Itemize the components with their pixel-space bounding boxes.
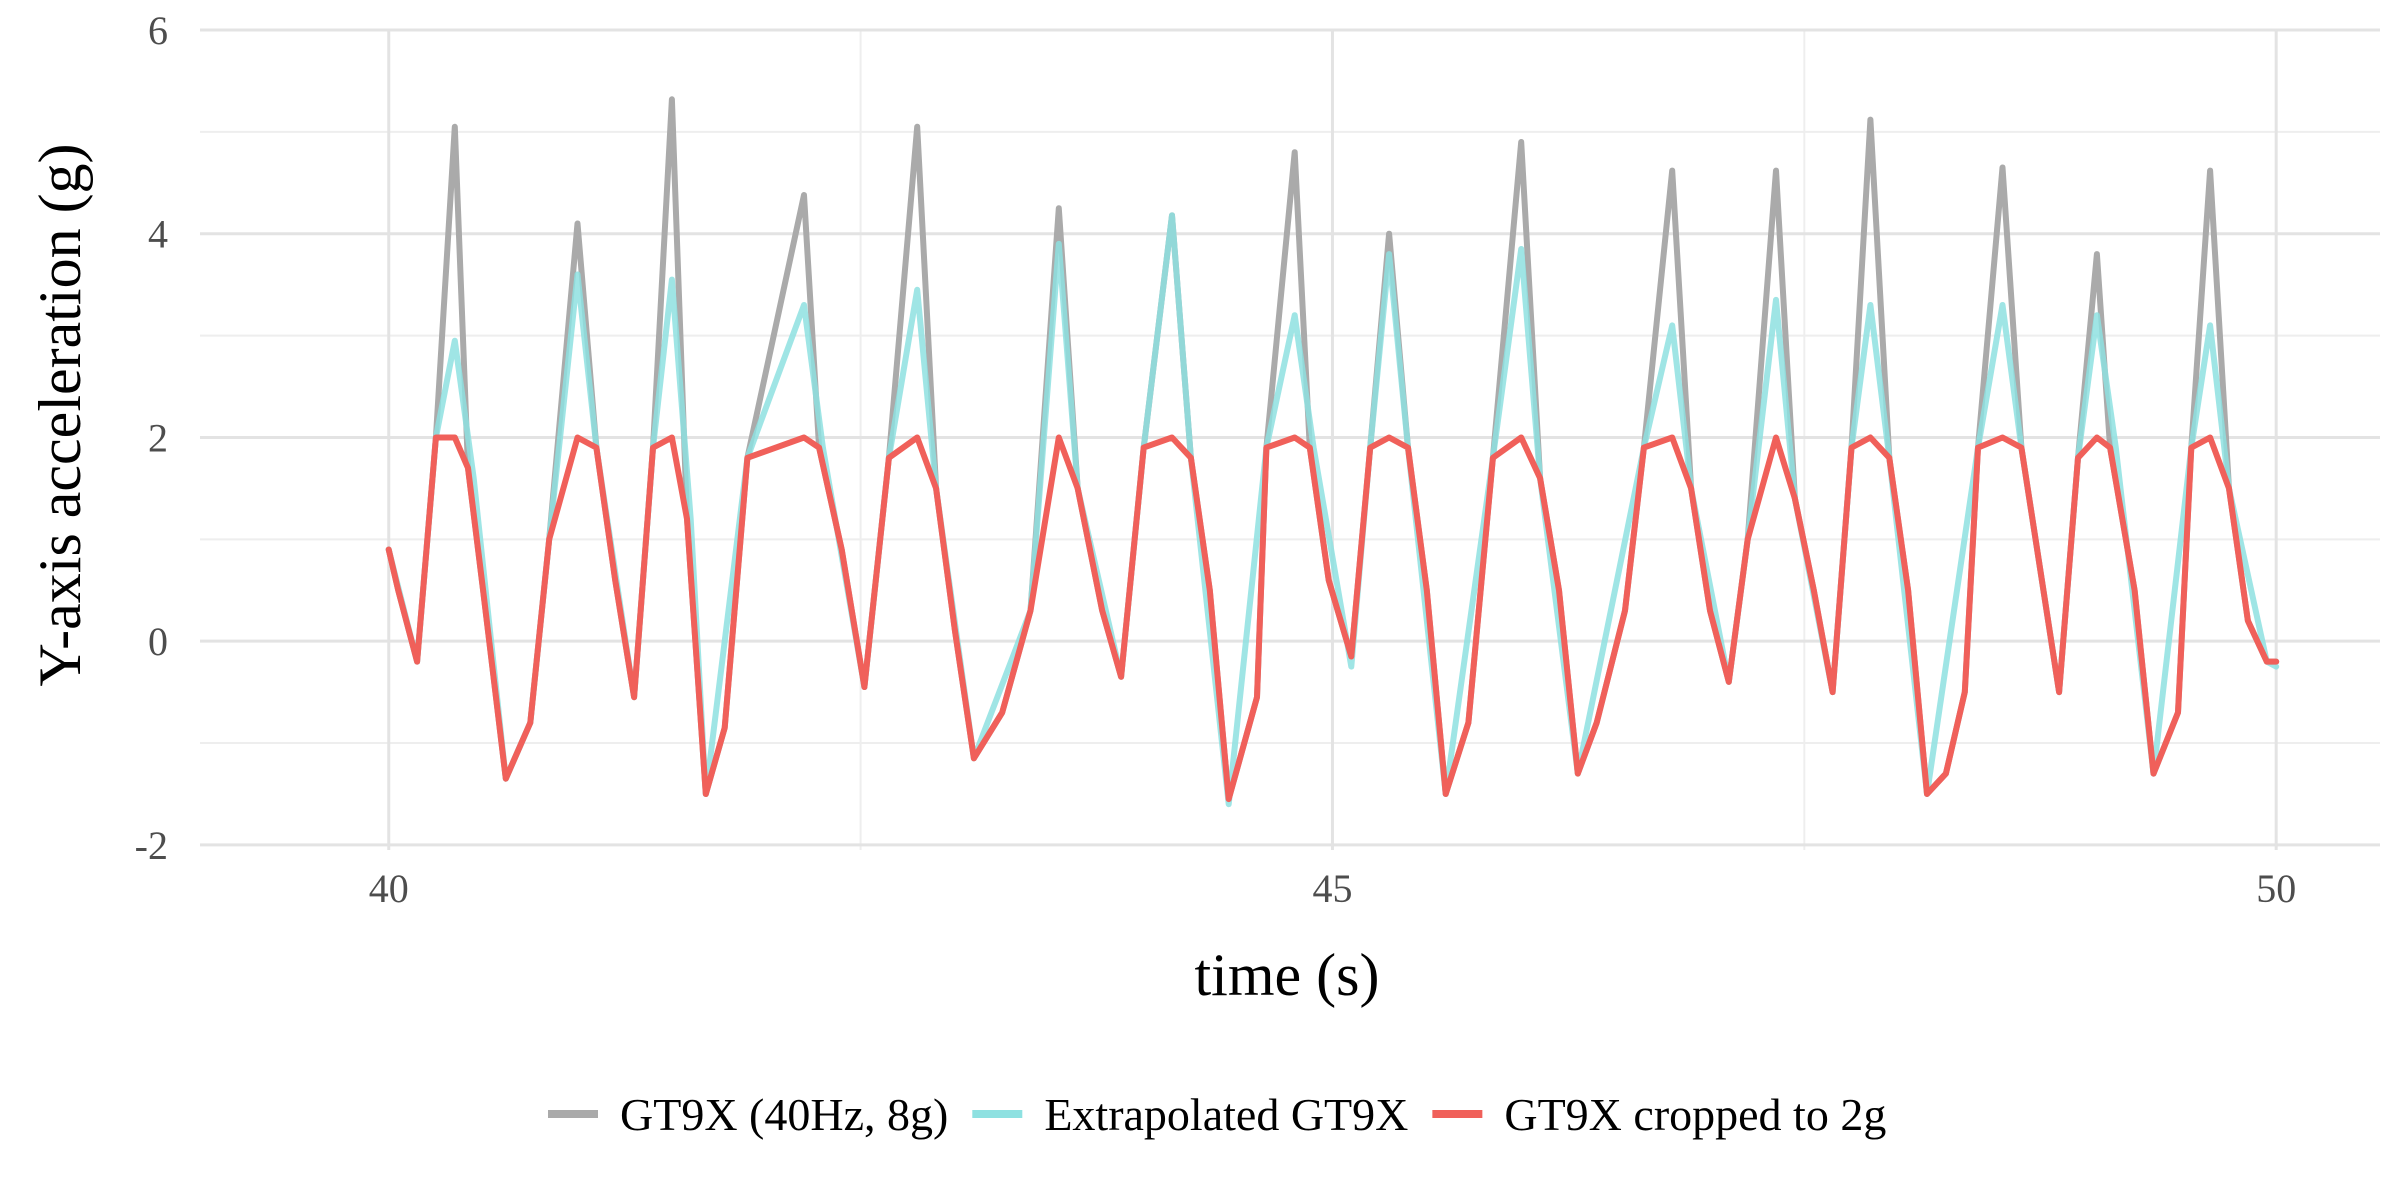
legend-label-1: GT9X (40Hz, 8g) <box>620 1089 948 1140</box>
series-line-3 <box>385 434 2280 803</box>
y-tick-label: 6 <box>148 8 168 53</box>
legend: GT9X (40Hz, 8g) Extrapolated GT9X GT9X cro… <box>548 1089 1886 1140</box>
y-tick-label: 4 <box>148 212 168 257</box>
x-axis-tick-labels: 40 45 50 <box>369 866 2296 911</box>
series-line-2 <box>385 212 2280 808</box>
legend-label-3: GT9X cropped to 2g <box>1504 1089 1886 1140</box>
y-axis-title: Y-axis acceleration (g) <box>27 143 93 686</box>
y-axis-tick-labels: -2 0 2 4 6 <box>135 8 168 868</box>
y-tick-label: -2 <box>135 823 168 868</box>
x-tick-label: 50 <box>2256 866 2296 911</box>
x-tick-label: 40 <box>369 866 409 911</box>
y-tick-label: 2 <box>148 415 168 460</box>
x-tick-label: 45 <box>1312 866 1352 911</box>
series-lines <box>385 96 2280 808</box>
x-axis-title: time (s) <box>1195 942 1380 1008</box>
legend-label-2: Extrapolated GT9X <box>1044 1089 1408 1140</box>
y-tick-label: 0 <box>148 619 168 664</box>
